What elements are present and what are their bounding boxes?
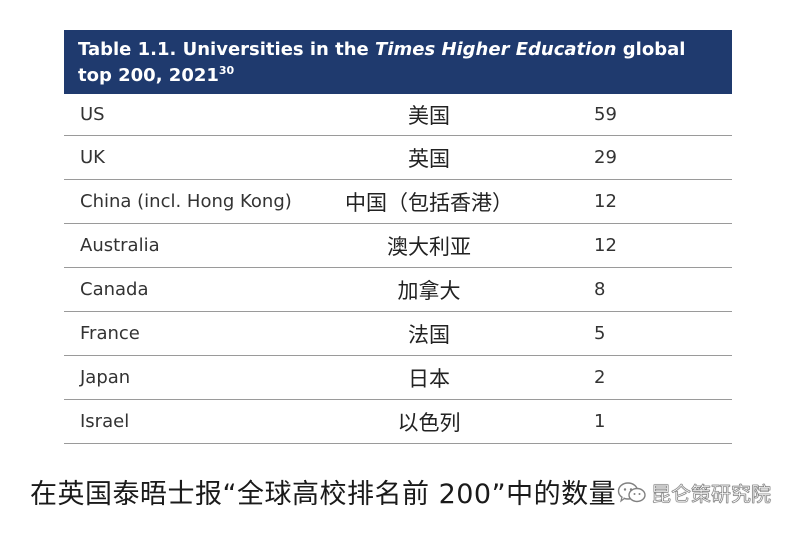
country-chinese: 加拿大 — [397, 278, 461, 303]
watermark: 昆仑策研究院 — [617, 478, 771, 507]
table-title-line2: top 200, 202130 — [78, 63, 718, 89]
table-title-italic: Times Higher Education — [375, 39, 617, 60]
country-chinese: 澳大利亚 — [387, 234, 471, 259]
table-row: Canada 加拿大 8 — [64, 268, 732, 312]
table-row: China (incl. Hong Kong) 中国（包括香港） 12 — [64, 180, 732, 224]
country-chinese: 日本 — [408, 366, 450, 391]
table-row: US 美国 59 — [64, 94, 732, 136]
table-row: Australia 澳大利亚 12 — [64, 224, 732, 268]
university-count: 5 — [594, 323, 606, 344]
country-english: Israel — [80, 411, 130, 432]
table-row: Israel 以色列 1 — [64, 400, 732, 444]
university-count: 1 — [594, 411, 606, 432]
wechat-icon — [617, 481, 646, 502]
university-count: 59 — [594, 104, 617, 125]
university-count: 12 — [594, 191, 617, 212]
country-chinese: 美国 — [408, 103, 450, 128]
table-body: US 美国 59 UK 英国 29 China (incl. Hong Kong) 中国（包括… — [64, 94, 732, 444]
university-count: 8 — [594, 279, 606, 300]
country-chinese: 英国 — [408, 146, 450, 171]
university-count: 12 — [594, 235, 617, 256]
caption: 在英国泰晤士报“全球高校排名前 200”中的数量 — [30, 479, 617, 510]
country-chinese: 以色列 — [397, 410, 461, 435]
country-english: Japan — [80, 367, 131, 388]
university-count: 29 — [594, 147, 617, 168]
table-title-prefix: Table 1.1. Universities in the — [78, 39, 376, 60]
table-title-suffix: global — [616, 39, 686, 60]
universities-table: Table 1.1. Universities in the Times Hig… — [64, 30, 732, 444]
country-english: China (incl. Hong Kong) — [80, 191, 292, 212]
table-title: Table 1.1. Universities in the Times Hig… — [64, 30, 732, 94]
watermark-text: 昆仑策研究院 — [651, 482, 772, 507]
country-english: Australia — [80, 235, 160, 256]
table-row: UK 英国 29 — [64, 136, 732, 180]
country-chinese: 法国 — [408, 322, 450, 347]
country-english: Canada — [80, 279, 149, 300]
table-title-year: top 200, 2021 — [78, 65, 219, 86]
university-count: 2 — [594, 367, 606, 388]
table-title-footnote: 30 — [218, 64, 235, 77]
country-chinese: 中国（包括香港） — [345, 190, 513, 215]
table-row: Japan 日本 2 — [64, 356, 732, 400]
country-english: US — [80, 104, 105, 125]
table-row: France 法国 5 — [64, 312, 732, 356]
country-english: UK — [80, 147, 105, 168]
country-english: France — [80, 323, 140, 344]
